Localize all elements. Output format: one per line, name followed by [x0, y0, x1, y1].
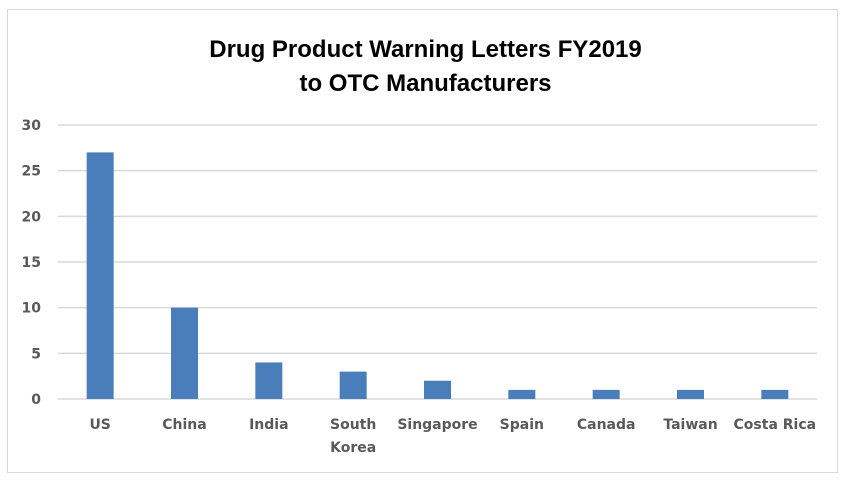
x-tick-label: Singapore: [397, 417, 477, 433]
chart-title-line-1: Drug Product Warning Letters FY2019: [209, 36, 642, 63]
x-tick-label: South: [330, 417, 376, 433]
x-tick-label: China: [162, 417, 206, 433]
y-tick-label: 15: [22, 255, 41, 271]
x-tick-label: Korea: [330, 440, 376, 456]
x-axis: US China India South Korea Singapore Spain Cana…: [89, 417, 816, 456]
chart-title: Drug Product Warning Letters FY2019 to O…: [0, 33, 851, 101]
y-tick-label: 10: [22, 301, 42, 317]
x-tick-label: US: [89, 417, 110, 433]
bar-us: [86, 152, 114, 399]
bar-singapore: [424, 380, 451, 399]
bar-india: [255, 362, 283, 399]
chart-title-line-2: to OTC Manufacturers: [299, 70, 552, 97]
x-tick-label: Taiwan: [663, 417, 717, 433]
bar-spain: [508, 389, 536, 399]
bar-south-korea: [339, 371, 367, 399]
y-tick-label: 25: [22, 164, 41, 180]
y-tick-label: 5: [31, 346, 41, 362]
x-tick-label: Spain: [500, 417, 544, 433]
bar-taiwan: [677, 389, 704, 399]
y-tick-label: 30: [22, 118, 42, 134]
y-tick-label: 20: [22, 209, 42, 225]
y-axis: 0 5 10 15 20 25 30: [22, 118, 42, 408]
bar-china: [171, 307, 198, 399]
x-tick-label: Canada: [577, 417, 636, 433]
bar-canada: [592, 389, 620, 399]
x-tick-label: Costa Rica: [734, 417, 817, 433]
y-tick-label: 0: [31, 392, 41, 408]
x-tick-label: India: [249, 417, 288, 433]
bar-costa-rica: [761, 389, 789, 399]
bars: [86, 152, 789, 399]
